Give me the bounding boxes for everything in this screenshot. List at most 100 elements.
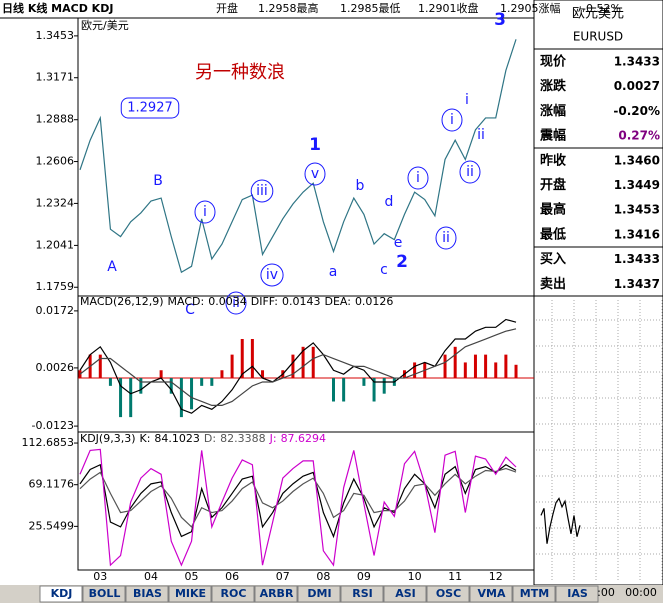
wave-label: C bbox=[185, 302, 195, 318]
label-circle bbox=[441, 108, 463, 132]
x-tick-label: 04 bbox=[144, 570, 158, 583]
quote-value: 1.3433 bbox=[614, 55, 660, 69]
legend-entry: MACD(26,12,9) bbox=[80, 295, 164, 308]
tab-label[interactable]: VMA bbox=[478, 587, 506, 600]
quote-label: 卖出 bbox=[540, 276, 566, 292]
tab-label[interactable]: ARBR bbox=[260, 587, 294, 600]
tab[interactable] bbox=[512, 585, 556, 603]
indicator-line bbox=[79, 448, 517, 567]
label-circle bbox=[260, 263, 284, 287]
y-tick-label: -0.0123 bbox=[32, 419, 74, 432]
legend-entry: DEA: bbox=[324, 295, 350, 308]
tab[interactable] bbox=[383, 585, 427, 603]
label-box bbox=[120, 97, 180, 119]
y-tick-label: 0.0172 bbox=[36, 304, 75, 317]
tab[interactable] bbox=[469, 585, 513, 603]
indicator-line bbox=[79, 318, 517, 414]
wave-label: 1.2927 bbox=[127, 101, 173, 116]
panel-title: 欧元/美元 bbox=[81, 19, 129, 32]
x-tick-label: 11 bbox=[448, 570, 462, 583]
x-tick-label: 09 bbox=[357, 570, 371, 583]
tab-label[interactable]: RSI bbox=[352, 587, 373, 600]
wave-label: A bbox=[107, 259, 117, 275]
tab-label[interactable]: ROC bbox=[221, 587, 247, 600]
tab[interactable] bbox=[39, 585, 83, 603]
x-tick-label: 08 bbox=[316, 570, 330, 583]
y-tick-label: 112.6853 bbox=[22, 436, 75, 449]
tab-label[interactable]: BOLL bbox=[89, 587, 121, 600]
x-tick-label: 12 bbox=[489, 570, 503, 583]
wave-label: ii bbox=[466, 164, 474, 180]
wave-label: i bbox=[465, 92, 469, 108]
x-tick-label: 07 bbox=[276, 570, 290, 583]
label-circle bbox=[304, 162, 326, 186]
legend-entry: D: bbox=[204, 432, 216, 445]
tab-label[interactable]: ASI bbox=[395, 587, 416, 600]
quote-label: 最低 bbox=[540, 226, 566, 242]
tab-label[interactable]: OSC bbox=[436, 587, 461, 600]
quote-value: 1.3416 bbox=[614, 227, 660, 241]
y-tick-label: 1.2606 bbox=[36, 155, 75, 168]
quote-value: 1.3437 bbox=[614, 277, 660, 291]
tab[interactable] bbox=[211, 585, 255, 603]
wave-label: ii bbox=[232, 295, 240, 311]
tab[interactable] bbox=[426, 585, 470, 603]
tab-label[interactable]: MTM bbox=[520, 587, 549, 600]
tab[interactable] bbox=[297, 585, 341, 603]
tab[interactable] bbox=[125, 585, 169, 603]
header-item: 1.2905涨幅 bbox=[500, 2, 561, 15]
time-label: 00:00 bbox=[625, 586, 657, 599]
wave-label: B bbox=[153, 173, 163, 189]
legend-entry: 82.3388 bbox=[220, 432, 266, 445]
quote-label: 现价 bbox=[540, 55, 567, 70]
tab[interactable] bbox=[254, 585, 298, 603]
indicator-line bbox=[79, 467, 517, 528]
indicator-line bbox=[79, 463, 517, 539]
y-tick-label: 69.1176 bbox=[29, 478, 75, 491]
wave-label: i bbox=[416, 170, 420, 186]
tab[interactable] bbox=[82, 585, 126, 603]
wave-label: ii bbox=[477, 127, 485, 143]
quote-value: 1.3449 bbox=[614, 178, 660, 192]
label-circle bbox=[194, 200, 216, 224]
quote-label: 震幅 bbox=[539, 128, 566, 144]
tab-label[interactable]: BIAS bbox=[133, 587, 162, 600]
y-tick-label: 1.1759 bbox=[36, 280, 75, 293]
quote-code: EURUSD bbox=[573, 30, 623, 44]
wave-label: iii bbox=[256, 183, 268, 199]
legend-entry: J: bbox=[269, 432, 277, 445]
tab[interactable] bbox=[168, 585, 212, 603]
tab-label[interactable]: MIKE bbox=[175, 587, 206, 600]
label-circle bbox=[407, 166, 429, 190]
y-tick-label: 1.2041 bbox=[36, 238, 75, 251]
wave-label: e bbox=[394, 235, 403, 251]
wave-label: 2 bbox=[396, 252, 408, 272]
header-item: 1.2958最高 bbox=[258, 1, 319, 15]
tab-label[interactable]: DMI bbox=[307, 587, 331, 600]
tab[interactable] bbox=[555, 585, 599, 603]
header-item: 1.2901收盘 bbox=[418, 1, 479, 15]
wave-label: iv bbox=[266, 267, 278, 283]
quote-value: 0.27% bbox=[618, 129, 660, 143]
legend-entry: 0.0126 bbox=[355, 295, 394, 308]
legend-entry: KDJ(9,3,3) bbox=[80, 432, 136, 445]
tab[interactable] bbox=[340, 585, 384, 603]
header-item: 1.2985最低 bbox=[340, 2, 401, 15]
quote-value: 1.3433 bbox=[614, 252, 660, 266]
tab-label[interactable]: IAS bbox=[567, 587, 588, 600]
header-item: 日线 K线 MACD KDJ bbox=[2, 1, 113, 15]
quote-title: 欧元美元 bbox=[572, 7, 624, 22]
tab-label[interactable]: KDJ bbox=[51, 587, 73, 600]
legend-entry: 84.1023 bbox=[154, 432, 200, 445]
legend-entry: 87.6294 bbox=[281, 432, 327, 445]
legend-entry: DIFF: bbox=[251, 295, 278, 308]
quote-label: 昨收 bbox=[540, 152, 567, 168]
y-tick-label: 1.3453 bbox=[36, 29, 75, 42]
wave-label: b bbox=[356, 178, 365, 194]
wave-label: d bbox=[385, 194, 394, 210]
wave-label: 1 bbox=[309, 135, 321, 155]
x-tick-label: 05 bbox=[185, 570, 199, 583]
quote-label: 开盘 bbox=[540, 177, 566, 193]
y-tick-label: 1.2888 bbox=[36, 113, 75, 126]
